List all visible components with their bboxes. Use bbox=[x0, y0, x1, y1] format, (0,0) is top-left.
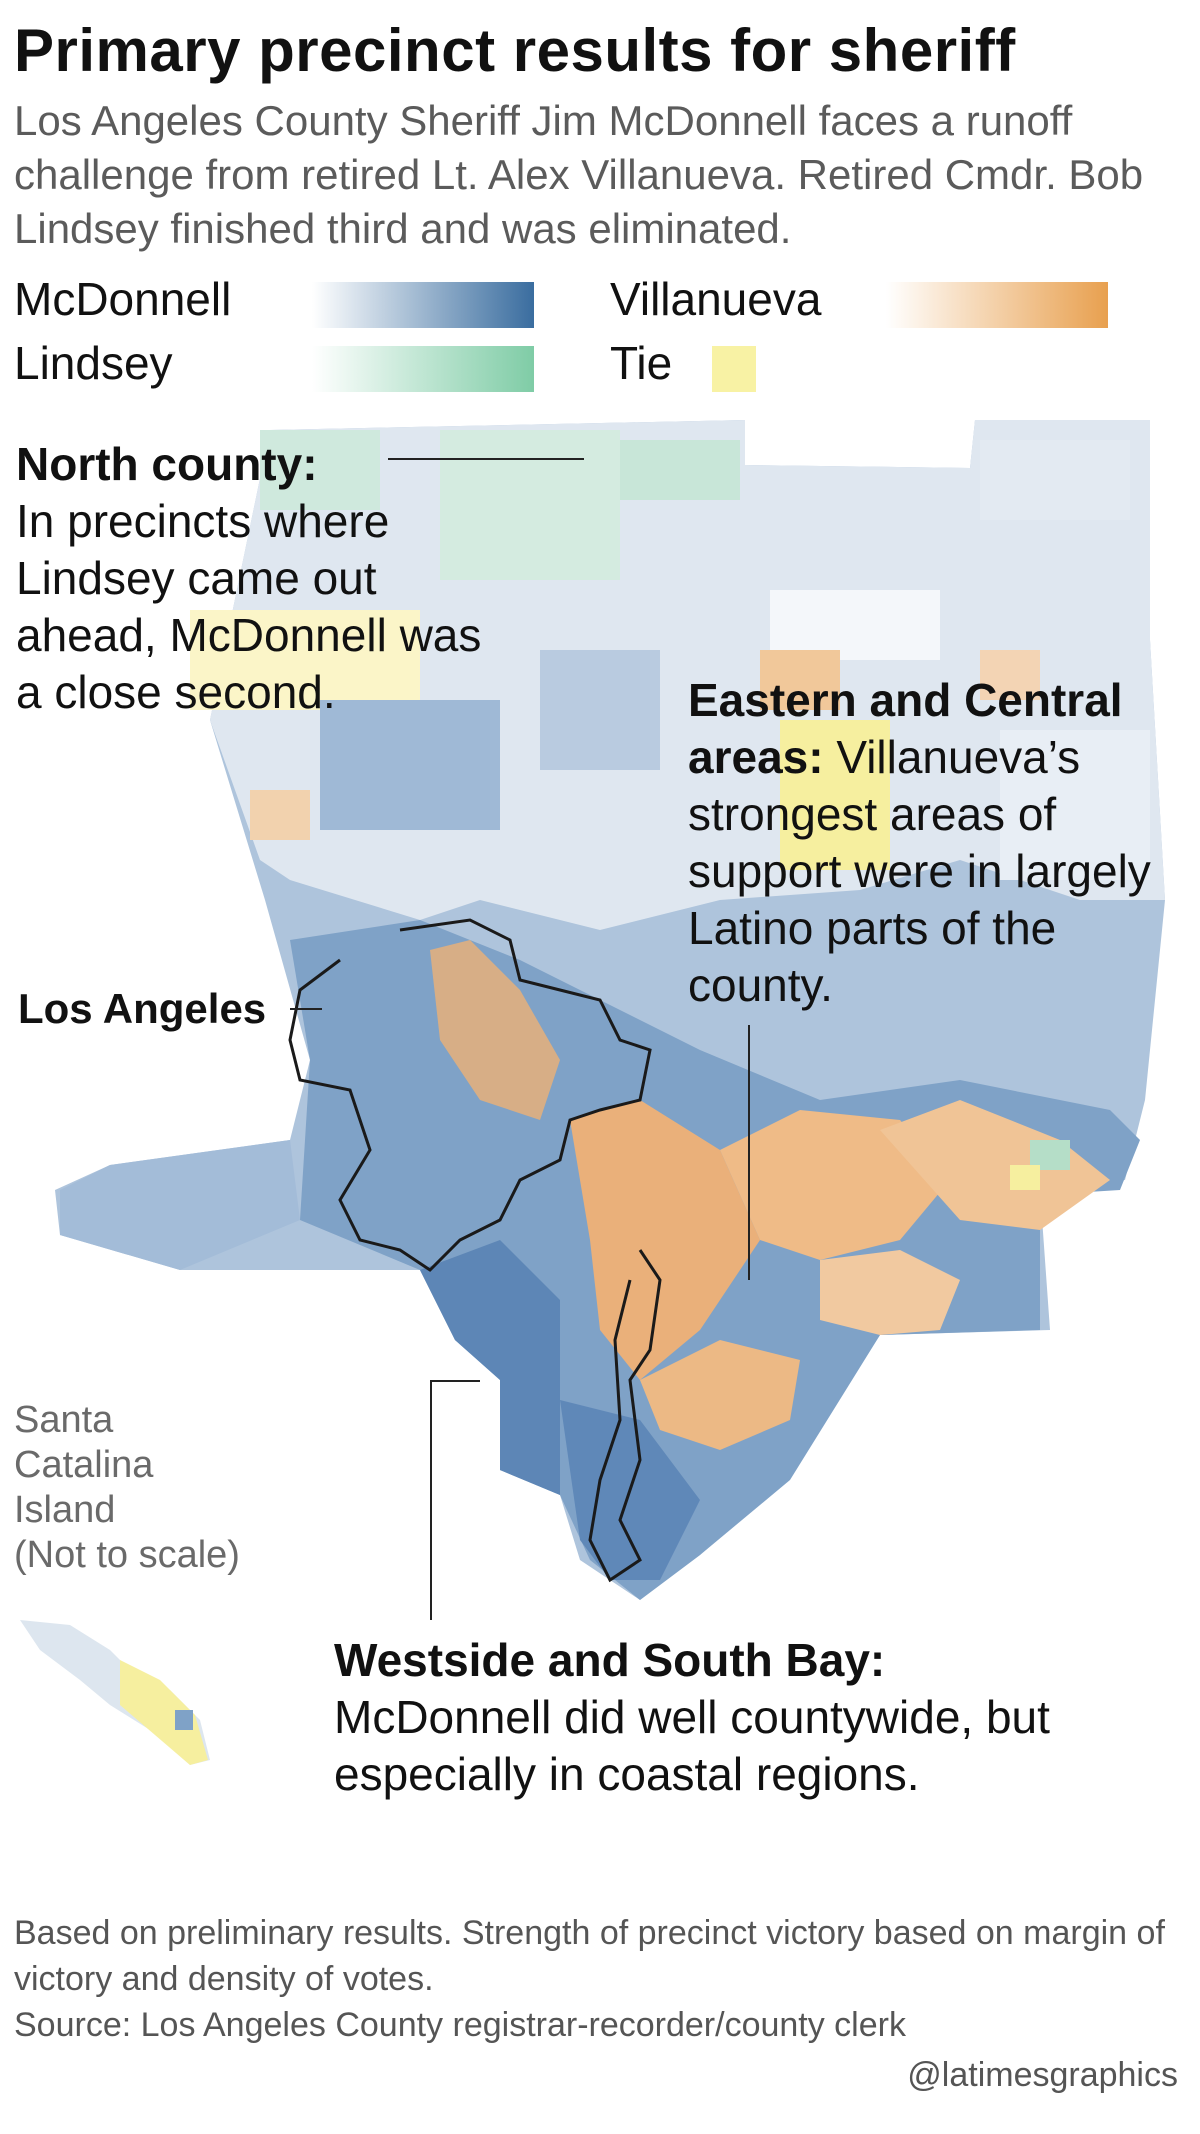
catalina-island bbox=[20, 1620, 210, 1765]
chart-subtitle: Los Angeles County Sheriff Jim McDonnell… bbox=[14, 97, 1144, 252]
catalina-name-line-1: Santa bbox=[14, 1399, 114, 1441]
los-angeles-label: Los Angeles bbox=[18, 985, 267, 1032]
annotation-north-county: North county: In precincts where Lindsey… bbox=[16, 436, 496, 721]
annotation-east-heading: Eastern and Central areas: bbox=[688, 674, 1123, 783]
legend-label-villanueva: Villanueva bbox=[610, 273, 822, 325]
legend-label-lindsey: Lindsey bbox=[14, 337, 173, 389]
legend-swatch-mcdonnell bbox=[312, 282, 534, 328]
catalina-scale-note: (Not to scale) bbox=[14, 1534, 240, 1576]
annotation-west-body: McDonnell did well countywide, but espec… bbox=[334, 1691, 1050, 1800]
source-line: Source: Los Angeles County registrar-rec… bbox=[14, 2006, 906, 2044]
annotation-east-body: Villanueva’s strongest areas of support … bbox=[688, 731, 1151, 1011]
footer-note: Based on preliminary results. Strength o… bbox=[14, 1914, 1165, 1998]
legend-label-tie: Tie bbox=[610, 337, 673, 389]
precinct-map bbox=[20, 420, 1165, 1765]
la-callout-line bbox=[290, 1008, 322, 1010]
legend-swatch-tie bbox=[712, 346, 756, 392]
catalina-name-line-3: Island bbox=[14, 1489, 116, 1531]
legend-label-mcdonnell: McDonnell bbox=[14, 273, 232, 325]
catalina-name-line-2: Catalina bbox=[14, 1444, 154, 1486]
chart-title: Primary precinct results for sheriff bbox=[14, 17, 1016, 84]
annotation-westside-south-bay: Westside and South Bay: McDonnell did we… bbox=[334, 1632, 1164, 1803]
annotation-north-heading: North county: bbox=[16, 438, 318, 490]
credit-line: @latimesgraphics bbox=[907, 2056, 1178, 2094]
annotation-eastern-central: Eastern and Central areas: Villanueva’s … bbox=[688, 672, 1188, 1014]
east-callout-line bbox=[748, 1025, 750, 1280]
west-callout-line-horizontal bbox=[430, 1380, 480, 1382]
legend-swatch-villanueva bbox=[886, 282, 1108, 328]
north-county-region bbox=[190, 420, 1165, 930]
catalina-label: Santa Catalina Island (Not to scale) bbox=[14, 1398, 240, 1578]
north-callout-line bbox=[388, 458, 584, 460]
west-callout-line-vertical bbox=[430, 1380, 432, 1620]
legend-swatch-lindsey bbox=[312, 346, 534, 392]
la-city-boundary bbox=[288, 918, 662, 1583]
annotation-west-heading: Westside and South Bay: bbox=[334, 1634, 886, 1686]
annotation-north-body: In precincts where Lindsey came out ahea… bbox=[16, 495, 482, 718]
